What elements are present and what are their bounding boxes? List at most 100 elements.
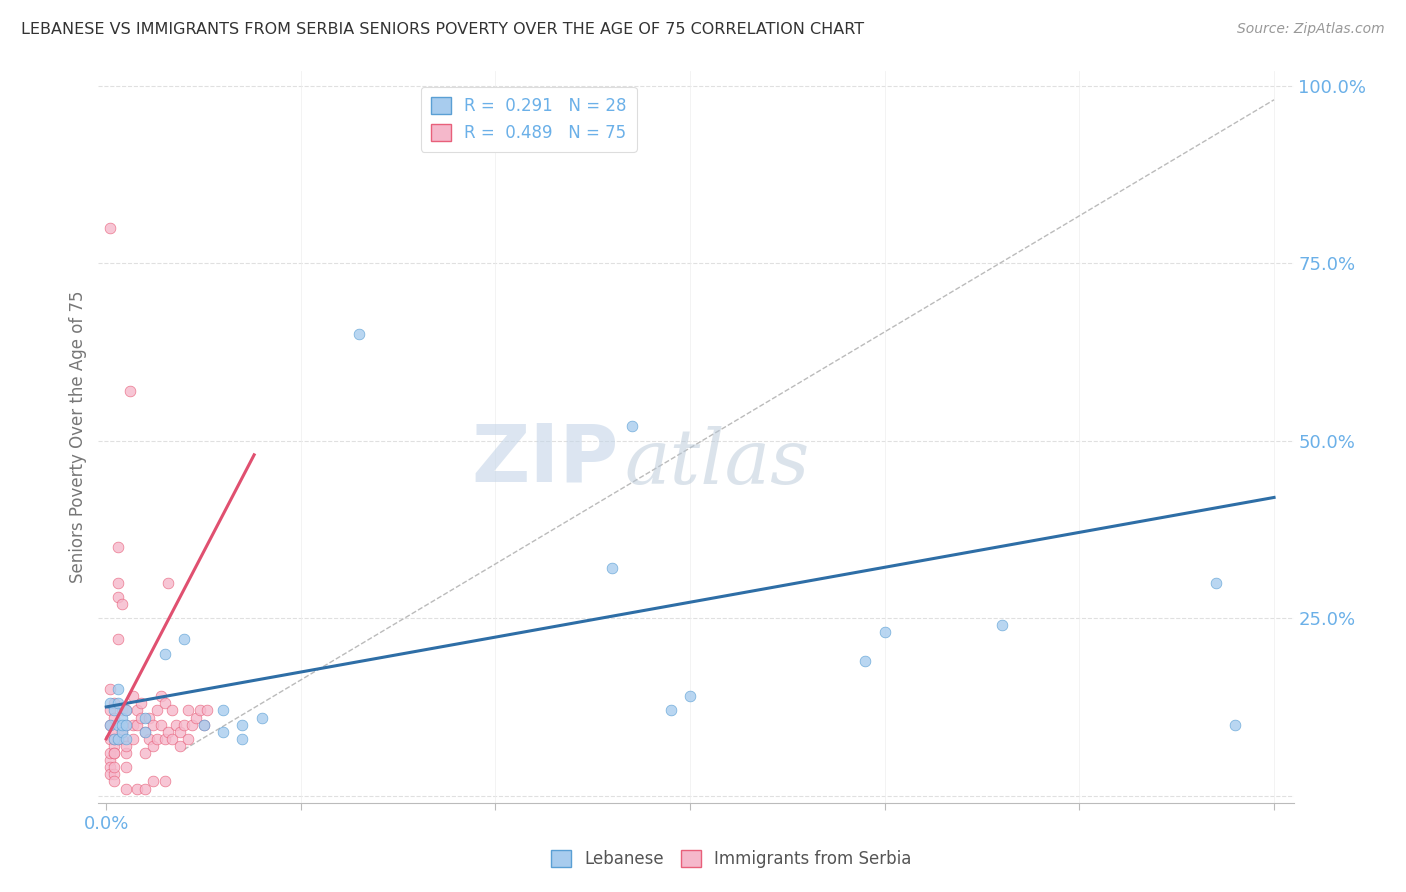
- Text: atlas: atlas: [624, 425, 810, 500]
- Point: [177, 731, 200, 746]
- Point: [153, 774, 176, 789]
- Point: [231, 717, 253, 731]
- Point: [103, 710, 125, 724]
- Point: [134, 746, 156, 760]
- Point: [114, 746, 136, 760]
- Point: [231, 731, 253, 746]
- Point: [188, 704, 211, 718]
- Point: [107, 731, 129, 746]
- Point: [142, 774, 165, 789]
- Point: [250, 710, 273, 724]
- Point: [107, 632, 129, 647]
- Point: [153, 647, 176, 661]
- Point: [162, 704, 184, 718]
- Point: [111, 717, 134, 731]
- Point: [146, 704, 169, 718]
- Point: [111, 710, 134, 724]
- Point: [127, 781, 149, 796]
- Point: [103, 704, 125, 718]
- Point: [111, 704, 134, 718]
- Point: [173, 717, 195, 731]
- Point: [162, 731, 184, 746]
- Point: [98, 760, 121, 774]
- Point: [600, 561, 623, 575]
- Point: [103, 739, 125, 753]
- Point: [138, 731, 160, 746]
- Point: [184, 710, 207, 724]
- Point: [129, 697, 152, 711]
- Point: [107, 575, 129, 590]
- Point: [153, 731, 176, 746]
- Point: [122, 690, 145, 704]
- Point: [990, 618, 1012, 632]
- Point: [98, 717, 121, 731]
- Point: [103, 724, 125, 739]
- Text: LEBANESE VS IMMIGRANTS FROM SERBIA SENIORS POVERTY OVER THE AGE OF 75 CORRELATIO: LEBANESE VS IMMIGRANTS FROM SERBIA SENIO…: [21, 22, 865, 37]
- Text: ZIP: ZIP: [471, 420, 619, 498]
- Y-axis label: Seniors Poverty Over the Age of 75: Seniors Poverty Over the Age of 75: [69, 291, 87, 583]
- Point: [111, 724, 134, 739]
- Point: [620, 419, 643, 434]
- Point: [146, 731, 169, 746]
- Point: [212, 724, 235, 739]
- Point: [149, 717, 172, 731]
- Point: [193, 717, 215, 731]
- Point: [103, 767, 125, 781]
- Point: [122, 731, 145, 746]
- Point: [114, 717, 136, 731]
- Point: [107, 682, 129, 697]
- Point: [134, 781, 156, 796]
- Point: [212, 704, 235, 718]
- Point: [129, 710, 152, 724]
- Point: [149, 690, 172, 704]
- Point: [98, 220, 121, 235]
- Point: [111, 724, 134, 739]
- Point: [103, 760, 125, 774]
- Point: [103, 746, 125, 760]
- Point: [173, 632, 195, 647]
- Point: [853, 654, 876, 668]
- Point: [114, 704, 136, 718]
- Point: [169, 739, 191, 753]
- Point: [114, 704, 136, 718]
- Point: [103, 731, 125, 746]
- Legend: Lebanese, Immigrants from Serbia: Lebanese, Immigrants from Serbia: [544, 843, 918, 875]
- Point: [114, 717, 136, 731]
- Point: [180, 717, 202, 731]
- Point: [111, 731, 134, 746]
- Point: [107, 697, 129, 711]
- Point: [114, 731, 136, 746]
- Point: [98, 753, 121, 767]
- Point: [98, 704, 121, 718]
- Point: [98, 767, 121, 781]
- Point: [679, 690, 702, 704]
- Point: [142, 739, 165, 753]
- Point: [98, 731, 121, 746]
- Point: [165, 717, 187, 731]
- Point: [157, 575, 180, 590]
- Point: [107, 717, 129, 731]
- Point: [127, 704, 149, 718]
- Point: [103, 746, 125, 760]
- Point: [107, 590, 129, 604]
- Point: [153, 697, 176, 711]
- Point: [107, 540, 129, 554]
- Legend: R =  0.291   N = 28, R =  0.489   N = 75: R = 0.291 N = 28, R = 0.489 N = 75: [420, 87, 637, 152]
- Point: [142, 717, 165, 731]
- Point: [103, 731, 125, 746]
- Point: [103, 697, 125, 711]
- Point: [114, 781, 136, 796]
- Point: [873, 625, 896, 640]
- Point: [157, 724, 180, 739]
- Point: [114, 760, 136, 774]
- Point: [118, 384, 141, 398]
- Point: [1205, 575, 1227, 590]
- Point: [98, 697, 121, 711]
- Point: [107, 731, 129, 746]
- Point: [197, 704, 219, 718]
- Point: [98, 746, 121, 760]
- Point: [349, 327, 371, 342]
- Point: [193, 717, 215, 731]
- Point: [138, 710, 160, 724]
- Point: [111, 597, 134, 611]
